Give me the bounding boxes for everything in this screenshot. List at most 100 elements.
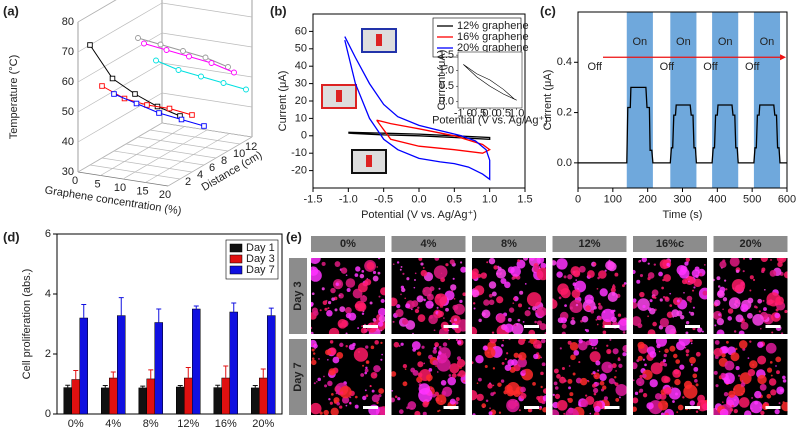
x-tick-label: 400: [708, 194, 726, 206]
cell-blob: [534, 320, 537, 324]
cell-blob: [552, 260, 557, 266]
scale-bar: [604, 325, 620, 328]
cell-blob: [484, 347, 496, 359]
cell-blob: [763, 288, 766, 291]
cell-blob: [697, 327, 703, 333]
cell-blob: [540, 339, 546, 344]
cell-blob: [412, 332, 414, 334]
cell-blob: [558, 296, 562, 300]
y-tick-label: 2: [45, 348, 51, 360]
cell-blob: [371, 394, 380, 403]
scale-bar: [443, 406, 459, 409]
scale-bar: [685, 325, 700, 328]
y-tick-label: 60: [295, 25, 307, 37]
cell-blob: [685, 258, 690, 262]
x-tick-label: -0.5: [467, 107, 486, 119]
cell-blob: [649, 379, 658, 388]
cell-blob: [561, 367, 565, 371]
cell-blob: [693, 366, 699, 372]
bar: [101, 387, 110, 415]
cell-blob: [331, 297, 335, 301]
cell-blob: [423, 362, 426, 365]
cell-blob: [735, 347, 738, 351]
column-label: 12%: [578, 238, 600, 250]
cell-blob: [771, 331, 774, 334]
cell-blob: [451, 290, 453, 292]
cell-blob: [594, 405, 601, 413]
grid-line: [137, 136, 229, 152]
cell-blob: [496, 296, 504, 304]
grid-line: [161, 32, 253, 48]
x-tick-label: 15: [136, 185, 148, 197]
cell-blob: [567, 398, 570, 401]
cell-blob: [639, 374, 643, 379]
photo-electrode: [336, 90, 342, 102]
scale-bar: [685, 406, 700, 409]
cell-blob: [731, 279, 746, 293]
cell-blob: [488, 293, 493, 298]
cell-blob: [455, 339, 459, 342]
cell-blob: [695, 351, 701, 357]
cell-blob: [311, 258, 321, 265]
bar: [138, 387, 147, 415]
cell-blob: [524, 310, 531, 317]
cell-blob: [504, 358, 507, 361]
cell-blob: [513, 352, 519, 358]
cell-blob: [432, 359, 438, 366]
cell-blob: [759, 383, 767, 391]
cell-blob: [664, 296, 669, 301]
cell-blob: [730, 352, 740, 362]
cell-blob: [690, 363, 693, 366]
cell-blob: [506, 352, 509, 355]
y-tick-label: 4: [45, 288, 51, 300]
cell-blob: [365, 360, 370, 364]
cell-blob: [391, 397, 395, 403]
cell-blob: [451, 373, 457, 378]
cell-blob: [752, 278, 756, 282]
cell-blob: [614, 382, 619, 387]
cell-blob: [539, 407, 542, 411]
cell-blob: [418, 258, 423, 261]
cell-blob: [541, 362, 546, 367]
cell-blob: [417, 381, 420, 383]
cell-blob: [345, 278, 356, 288]
cell-blob: [500, 278, 507, 285]
cell-blob: [456, 359, 466, 368]
cell-blob: [349, 401, 352, 405]
cell-blob: [742, 270, 745, 273]
cell-blob: [433, 329, 436, 332]
error-bar: [185, 367, 191, 378]
cell-blob: [695, 383, 699, 387]
cell-blob: [453, 318, 458, 322]
cell-blob: [580, 399, 589, 408]
cell-blob: [526, 292, 542, 307]
cell-blob: [775, 308, 779, 312]
error-bar: [102, 385, 108, 388]
cell-blob: [442, 342, 448, 347]
cell-blob: [414, 410, 421, 415]
cell-blob: [329, 401, 333, 405]
cell-blob: [622, 331, 626, 334]
cell-blob: [440, 272, 443, 275]
y-tick-label: -20: [291, 165, 307, 177]
cell-blob: [731, 404, 734, 408]
cell-blob: [617, 358, 621, 362]
cell-blob: [765, 342, 777, 354]
cell-blob: [675, 369, 680, 374]
cell-blob: [506, 398, 520, 413]
cell-blob: [378, 307, 385, 317]
cell-blob: [596, 323, 599, 326]
column-header: [472, 236, 546, 252]
cell-blob: [770, 389, 777, 396]
cell-blob: [762, 299, 765, 302]
cell-blob: [571, 289, 581, 299]
cell-blob: [364, 389, 367, 392]
cell-blob: [775, 356, 782, 363]
cell-blob: [781, 402, 788, 412]
cell-blob: [567, 378, 573, 384]
cell-blob: [540, 371, 544, 376]
cell-blob: [584, 328, 587, 332]
cell-blob: [459, 299, 463, 304]
cell-blob: [763, 307, 767, 311]
